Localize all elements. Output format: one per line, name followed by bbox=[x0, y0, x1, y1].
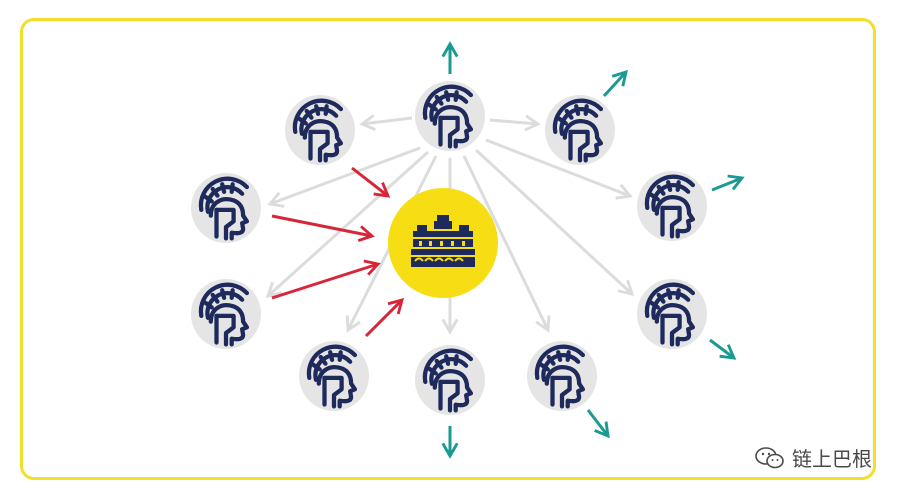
red-arrow bbox=[271, 259, 381, 300]
watermark-text: 链上巴根 bbox=[792, 447, 872, 471]
gray-arrows bbox=[265, 114, 635, 335]
watermark: 链上巴根 bbox=[754, 443, 872, 472]
gray-arrow bbox=[485, 138, 633, 200]
center-node bbox=[388, 188, 498, 298]
red-arrow bbox=[364, 297, 405, 338]
peer-node-left-mid-upper bbox=[191, 173, 261, 243]
teal-arrow bbox=[709, 338, 737, 360]
peer-node-top bbox=[415, 81, 485, 151]
gray-arrow bbox=[474, 148, 635, 296]
teal-arrow bbox=[711, 174, 745, 192]
wechat-icon bbox=[755, 446, 784, 468]
red-arrow bbox=[271, 214, 375, 242]
peer-node-left-mid-lower bbox=[191, 279, 261, 349]
peer-node-right-mid-lower bbox=[637, 279, 707, 349]
gray-arrow bbox=[462, 155, 551, 333]
peer-node-bottom-right bbox=[527, 341, 597, 411]
peer-node-upper-right bbox=[545, 95, 615, 165]
teal-arrows bbox=[441, 41, 745, 459]
peer-node-bottom-left bbox=[299, 341, 369, 411]
teal-arrow bbox=[586, 409, 610, 439]
peer-node-upper-left bbox=[285, 95, 355, 165]
teal-arrow bbox=[602, 69, 628, 98]
gray-arrow bbox=[265, 150, 430, 298]
red-arrows bbox=[271, 166, 405, 338]
peer-nodes bbox=[191, 81, 707, 415]
gray-arrow bbox=[359, 114, 413, 131]
diagram-frame bbox=[20, 18, 876, 480]
peer-node-bottom bbox=[415, 345, 485, 415]
gray-arrow bbox=[489, 114, 541, 132]
red-arrow bbox=[351, 166, 391, 198]
gray-arrow bbox=[267, 146, 421, 208]
peer-node-right-mid-upper bbox=[637, 171, 707, 241]
